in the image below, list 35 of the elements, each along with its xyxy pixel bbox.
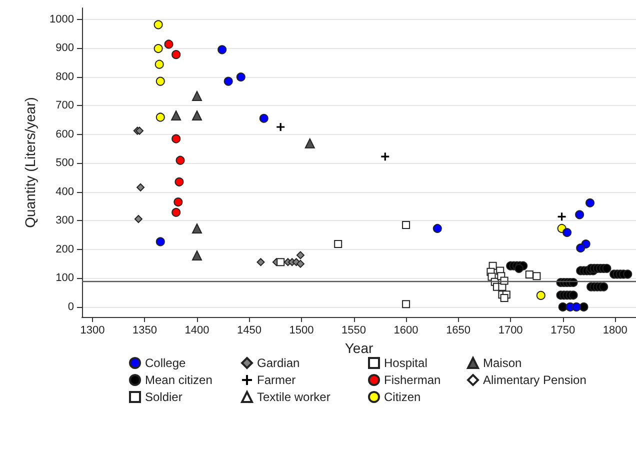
y-tick-label: 400: [56, 186, 74, 198]
legend-label: Farmer: [257, 373, 296, 387]
legend-label: Citizen: [384, 390, 421, 404]
legend-label: Soldier: [145, 390, 182, 404]
y-tick-label: 0: [68, 300, 74, 313]
legend-label: Mean citizen: [145, 373, 212, 387]
y-tick-label: 1000: [50, 14, 74, 26]
x-tick-label: 1500: [289, 324, 314, 336]
y-tick-label: 300: [56, 214, 74, 227]
x-tick-label: 1400: [184, 324, 210, 336]
y-tick-label: 500: [56, 157, 74, 170]
x-tick-label: 1750: [550, 324, 576, 336]
y-tick-label: 700: [56, 100, 74, 112]
legend-label: Textile worker: [257, 390, 330, 404]
x-tick-label: 1550: [342, 324, 366, 336]
x-tick-label: 1700: [498, 324, 523, 336]
y-axis-title: Quantity (Liters/year): [22, 97, 38, 228]
x-tick-label: 1300: [80, 324, 105, 336]
x-tick-label: 1450: [237, 324, 262, 336]
x-tick-label: 1650: [446, 324, 471, 336]
x-tick-label: 1350: [132, 324, 157, 336]
legend-label: Fisherman: [384, 373, 441, 387]
x-axis-title: Year: [344, 340, 374, 356]
legend-label: Maison: [483, 356, 522, 370]
y-tick-label: 900: [56, 42, 74, 54]
x-tick-label: 1800: [602, 324, 628, 336]
legend-label: Alimentary Pension: [483, 373, 586, 387]
y-tick-label: 600: [56, 128, 74, 140]
legend-label: College: [145, 356, 186, 370]
x-tick-label: 1600: [394, 324, 418, 336]
y-tick-label: 800: [56, 70, 74, 83]
y-tick-label: 200: [56, 243, 74, 256]
legend-label: Hospital: [384, 356, 428, 370]
y-tick-label: 100: [56, 272, 74, 284]
legend-label: Gardian: [257, 356, 300, 370]
